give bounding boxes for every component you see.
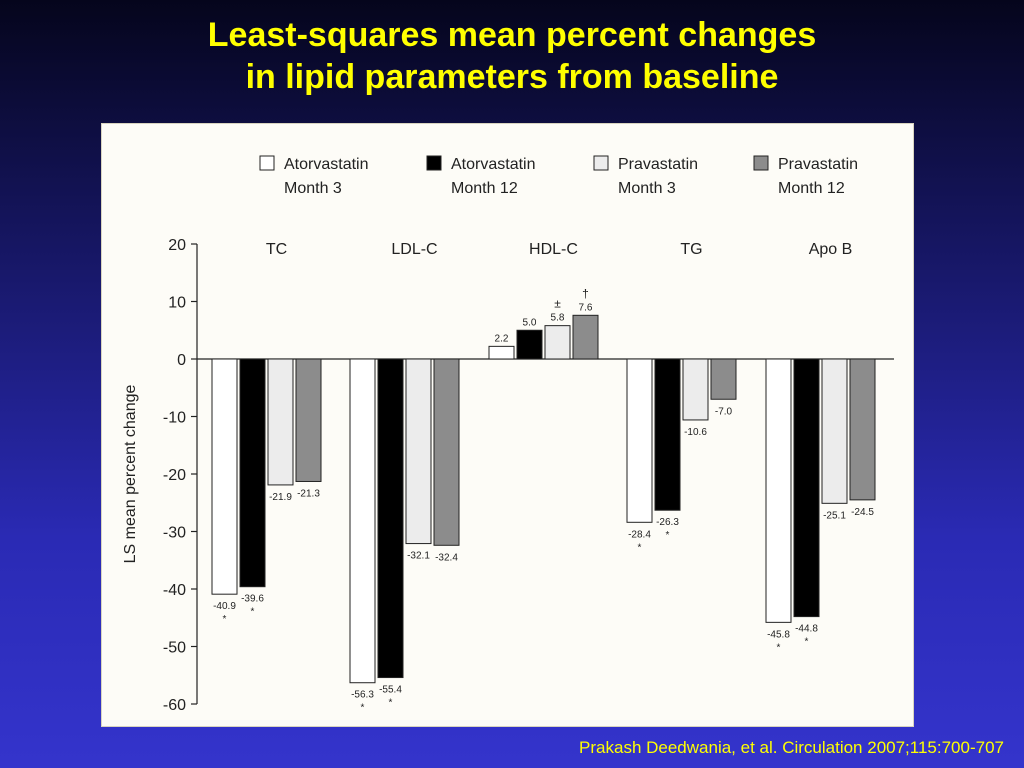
- bar: [765, 358, 792, 623]
- bar: [682, 358, 709, 421]
- slide-title: Least-squares mean percent changes in li…: [0, 14, 1024, 98]
- title-line-1: Least-squares mean percent changes: [207, 16, 817, 54]
- significance-mark: *: [251, 607, 255, 618]
- bar: [793, 358, 820, 618]
- category-label: Apo B: [809, 241, 853, 258]
- bar: [654, 358, 681, 511]
- bar-value-label: -21.3: [297, 488, 320, 499]
- bar-value-label: 5.0: [523, 317, 537, 328]
- y-tick-label: -20: [163, 467, 186, 484]
- significance-mark: ±: [554, 297, 561, 311]
- legend-label: Atorvastatin: [284, 156, 368, 173]
- bar-value-label: -39.6: [241, 594, 264, 605]
- legend-swatch: [259, 155, 275, 171]
- bar-value-label: -55.4: [379, 685, 402, 696]
- category-label: TC: [266, 241, 287, 258]
- legend-label: Month 3: [284, 180, 342, 197]
- legend-swatch: [426, 155, 442, 171]
- bar: [377, 358, 404, 679]
- bar: [433, 358, 460, 546]
- y-tick-label: 0: [177, 352, 186, 369]
- bar-value-label: -7.0: [715, 406, 733, 417]
- bar: [849, 358, 876, 501]
- bar: [405, 358, 432, 545]
- bar-value-label: -10.6: [684, 427, 707, 438]
- legend-label: Month 3: [618, 180, 676, 197]
- significance-mark: *: [777, 642, 781, 653]
- bar-value-label: 5.8: [551, 313, 565, 324]
- bar-value-label: -45.8: [767, 629, 790, 640]
- y-tick-label: 10: [168, 295, 186, 312]
- bar: [349, 358, 376, 684]
- y-axis-label: LS mean percent change: [122, 385, 139, 564]
- bar-value-label: -40.9: [213, 601, 236, 612]
- bar-value-label: -21.9: [269, 492, 292, 503]
- y-tick-label: -40: [163, 582, 186, 599]
- bar-value-label: 2.2: [495, 333, 509, 344]
- y-tick-label: -60: [163, 697, 186, 714]
- significance-mark: *: [223, 614, 227, 625]
- bar: [544, 325, 571, 360]
- bar: [488, 345, 515, 360]
- bar: [516, 329, 543, 360]
- y-tick-label: -30: [163, 525, 186, 542]
- legend-label: Pravastatin: [778, 156, 858, 173]
- bar-value-label: -26.3: [656, 517, 679, 528]
- bar: [710, 358, 737, 400]
- y-tick-label: 20: [168, 237, 186, 254]
- bar: [572, 314, 599, 360]
- title-line-2: in lipid parameters from baseline: [245, 58, 779, 96]
- significance-mark: †: [582, 286, 589, 300]
- bar: [239, 358, 266, 588]
- category-label: TG: [680, 241, 702, 258]
- bar: [626, 358, 653, 523]
- bar-value-label: -28.4: [628, 529, 651, 540]
- bar-value-label: -25.1: [823, 510, 846, 521]
- legend-label: Month 12: [451, 180, 518, 197]
- legend-swatch: [593, 155, 609, 171]
- bar: [267, 358, 294, 486]
- legend-swatch: [753, 155, 769, 171]
- category-label: LDL-C: [391, 241, 437, 258]
- bar-value-label: -24.5: [851, 507, 874, 518]
- bar-value-label: 7.6: [579, 302, 593, 313]
- y-tick-label: -10: [163, 410, 186, 427]
- citation: Prakash Deedwania, et al. Circulation 20…: [579, 738, 1004, 757]
- chart-panel: 20 10 0 -10 -20 -30 -40 -50 -60 LS mean percent c…: [101, 123, 914, 727]
- legend-label: Pravastatin: [618, 156, 698, 173]
- significance-mark: *: [361, 703, 365, 714]
- significance-mark: *: [805, 637, 809, 648]
- category-label: HDL-C: [529, 241, 578, 258]
- legend-label: Atorvastatin: [451, 156, 535, 173]
- significance-mark: *: [666, 530, 670, 541]
- significance-mark: *: [389, 698, 393, 709]
- bar-value-label: -56.3: [351, 690, 374, 701]
- bar: [821, 358, 848, 504]
- legend-label: Month 12: [778, 180, 845, 197]
- bar-chart: 20 10 0 -10 -20 -30 -40 -50 -60 LS mean percent c…: [122, 155, 894, 714]
- significance-mark: *: [638, 542, 642, 553]
- bar-value-label: -44.8: [795, 624, 818, 635]
- bar-value-label: -32.1: [407, 551, 430, 562]
- bar-value-label: -32.4: [435, 552, 458, 563]
- bar: [211, 358, 238, 595]
- y-tick-label: -50: [163, 640, 186, 657]
- bar: [295, 358, 322, 482]
